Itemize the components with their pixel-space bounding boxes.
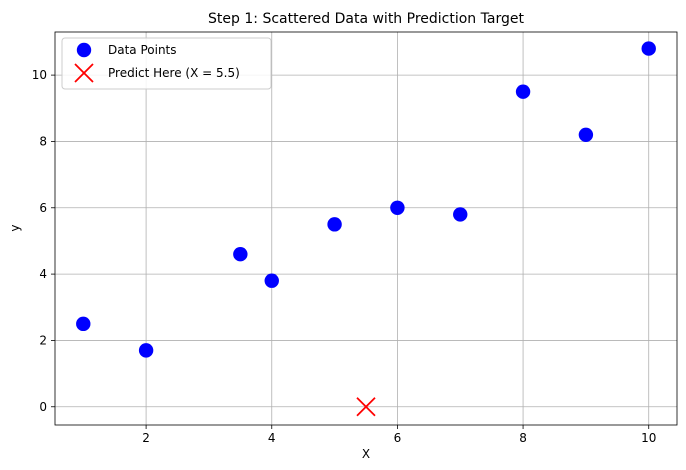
- y-tick-label: 10: [32, 68, 47, 82]
- y-tick-label: 2: [39, 333, 47, 347]
- legend-box: [61, 37, 272, 90]
- prediction-marker-stroke-b: [356, 397, 376, 417]
- legend-label-predict: Predict Here (X = 5.5): [108, 66, 240, 80]
- prediction-marker: [356, 397, 376, 417]
- y-tick-label: 6: [39, 201, 47, 215]
- axis-ticks: 2 4 6 8 10 0 2 4 6 8 10: [32, 68, 657, 445]
- x-axis-label: X: [362, 447, 370, 461]
- data-point: [138, 343, 154, 358]
- x-tick-label: 8: [519, 431, 527, 445]
- legend-marker-predict: [74, 63, 94, 83]
- legend-x-icon-stroke-b: [74, 63, 94, 83]
- grid-lines: [55, 32, 677, 425]
- y-axis-label: y: [8, 224, 22, 231]
- legend-marker-data-points: [76, 42, 92, 58]
- legend-label-data-points: Data Points: [108, 43, 177, 57]
- x-tick-label: 4: [268, 431, 276, 445]
- x-tick-label: 10: [641, 431, 656, 445]
- data-point: [390, 200, 405, 215]
- data-point: [641, 41, 656, 56]
- x-tick-label: 6: [394, 431, 402, 445]
- y-tick-label: 0: [39, 400, 47, 414]
- x-tick-label: 2: [142, 431, 150, 445]
- data-point: [515, 84, 531, 99]
- data-point: [264, 273, 279, 288]
- plot-frame: [54, 31, 678, 426]
- legend: Data Points Predict Here (X = 5.5): [61, 37, 272, 90]
- data-point: [578, 127, 594, 143]
- y-tick-label: 4: [39, 267, 47, 281]
- legend-circle-icon: [76, 42, 92, 58]
- y-tick-label: 8: [39, 134, 47, 148]
- data-point: [76, 316, 91, 332]
- data-point: [453, 207, 468, 222]
- data-point: [233, 247, 248, 262]
- data-point: [327, 217, 342, 232]
- chart-title: Step 1: Scattered Data with Prediction T…: [208, 11, 524, 27]
- data-marks: [76, 41, 656, 417]
- legend-x-icon: [74, 63, 94, 83]
